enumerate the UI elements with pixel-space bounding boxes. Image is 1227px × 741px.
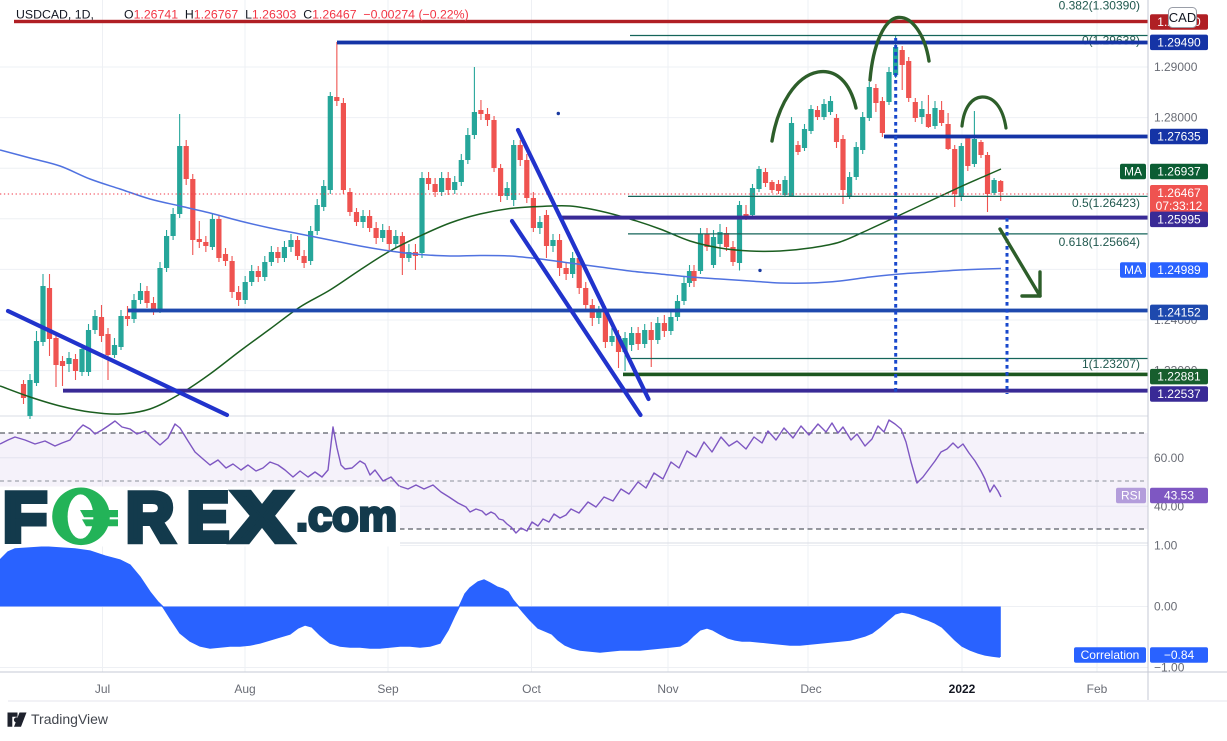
svg-text:0.5(1.26423): 0.5(1.26423) [1072, 196, 1140, 210]
svg-text:F: F [3, 478, 47, 556]
svg-text:E: E [187, 478, 229, 556]
svg-text:1.24152: 1.24152 [1157, 305, 1201, 319]
svg-text:−1.00: −1.00 [1154, 661, 1185, 675]
svg-text:O1.26741 H1.26767 L1.26303: O1.26741 H1.26767 L1.26303 C1.26467 −0.0… [124, 8, 469, 22]
svg-text:0.00: 0.00 [1154, 600, 1178, 614]
svg-text:CAD: CAD [1169, 10, 1196, 25]
svg-text:Oct: Oct [522, 682, 541, 696]
svg-text:1.24989: 1.24989 [1157, 263, 1201, 277]
svg-text:Sep: Sep [377, 682, 399, 696]
svg-text:−0.84: −0.84 [1164, 648, 1195, 662]
svg-text:0.618(1.25664): 0.618(1.25664) [1059, 235, 1140, 249]
svg-text:MA: MA [1124, 165, 1142, 179]
svg-text:1.29000: 1.29000 [1154, 60, 1198, 74]
svg-text:1.29490: 1.29490 [1157, 35, 1201, 49]
svg-text:Aug: Aug [234, 682, 255, 696]
svg-text:Dec: Dec [800, 682, 821, 696]
svg-text:1.00: 1.00 [1154, 539, 1178, 553]
svg-text:1.28000: 1.28000 [1154, 111, 1198, 125]
svg-text:07:33:12: 07:33:12 [1156, 199, 1203, 213]
svg-text:MA: MA [1124, 263, 1142, 277]
svg-text:0.382(1.30390): 0.382(1.30390) [1059, 0, 1140, 13]
svg-text:60.00: 60.00 [1154, 451, 1184, 465]
svg-text:Correlation: Correlation [1081, 648, 1140, 662]
svg-text:1.26467: 1.26467 [1157, 186, 1201, 200]
svg-text:USDCAD, 1D,: USDCAD, 1D, [16, 8, 94, 22]
svg-text:43.53: 43.53 [1164, 489, 1194, 503]
svg-text:1.22881: 1.22881 [1157, 370, 1201, 384]
svg-text:R: R [126, 478, 174, 556]
svg-text:1.27635: 1.27635 [1157, 130, 1201, 144]
svg-text:X: X [233, 478, 291, 556]
svg-text:Jul: Jul [95, 682, 110, 696]
svg-text:Feb: Feb [1087, 682, 1108, 696]
svg-text:.com: .com [296, 493, 397, 541]
svg-text:1(1.23207): 1(1.23207) [1082, 357, 1140, 371]
svg-text:RSI: RSI [1121, 489, 1141, 503]
svg-text:1.22537: 1.22537 [1157, 387, 1201, 401]
svg-text:Nov: Nov [657, 682, 678, 696]
svg-text:2022: 2022 [949, 682, 976, 696]
svg-text:0(1.29638): 0(1.29638) [1082, 34, 1140, 48]
svg-text:1.25995: 1.25995 [1157, 212, 1201, 226]
svg-text:1.26937: 1.26937 [1157, 165, 1201, 179]
svg-text:TradingView: TradingView [31, 711, 109, 727]
